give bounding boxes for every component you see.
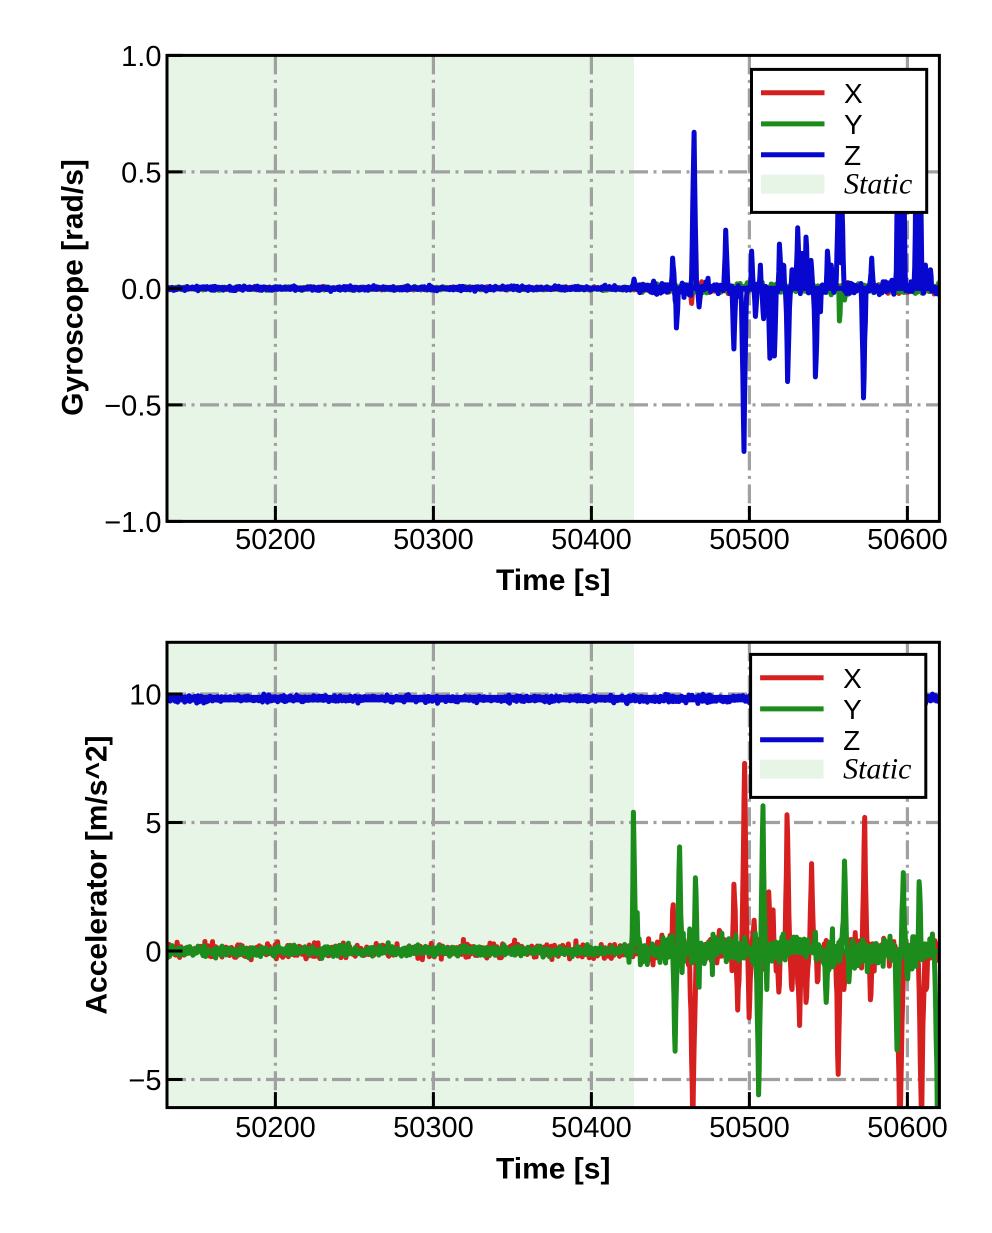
- svg-text:−1.0: −1.0: [104, 507, 161, 539]
- svg-text:50300: 50300: [393, 1112, 474, 1144]
- svg-text:50300: 50300: [393, 524, 474, 556]
- svg-text:−5: −5: [128, 1065, 161, 1097]
- svg-text:50600: 50600: [867, 1112, 948, 1144]
- svg-text:0: 0: [145, 937, 161, 969]
- svg-text:Accelerator [m/s^2]: Accelerator [m/s^2]: [81, 735, 114, 1014]
- svg-text:X: X: [843, 663, 862, 694]
- svg-text:0.0: 0.0: [121, 274, 161, 306]
- svg-text:50400: 50400: [551, 524, 632, 556]
- svg-text:0.5: 0.5: [121, 157, 161, 189]
- svg-text:5: 5: [145, 808, 161, 840]
- svg-text:Y: Y: [844, 109, 863, 140]
- svg-text:50500: 50500: [709, 524, 790, 556]
- svg-text:Gyroscope [rad/s]: Gyroscope [rad/s]: [57, 159, 90, 416]
- svg-text:X: X: [844, 78, 863, 109]
- svg-text:Time [s]: Time [s]: [496, 1153, 610, 1186]
- svg-text:−0.5: −0.5: [104, 390, 161, 422]
- svg-text:50200: 50200: [235, 1112, 316, 1144]
- svg-text:50500: 50500: [709, 1112, 790, 1144]
- svg-text:10: 10: [129, 680, 161, 712]
- svg-text:Static: Static: [844, 168, 912, 201]
- svg-text:Static: Static: [843, 753, 911, 786]
- svg-text:Time [s]: Time [s]: [496, 564, 610, 597]
- svg-text:50400: 50400: [551, 1112, 632, 1144]
- svg-text:1.0: 1.0: [121, 41, 161, 73]
- svg-text:50200: 50200: [235, 524, 316, 556]
- svg-text:50600: 50600: [867, 524, 948, 556]
- svg-text:Z: Z: [844, 140, 861, 171]
- svg-text:Y: Y: [843, 694, 862, 725]
- svg-text:Z: Z: [843, 725, 860, 756]
